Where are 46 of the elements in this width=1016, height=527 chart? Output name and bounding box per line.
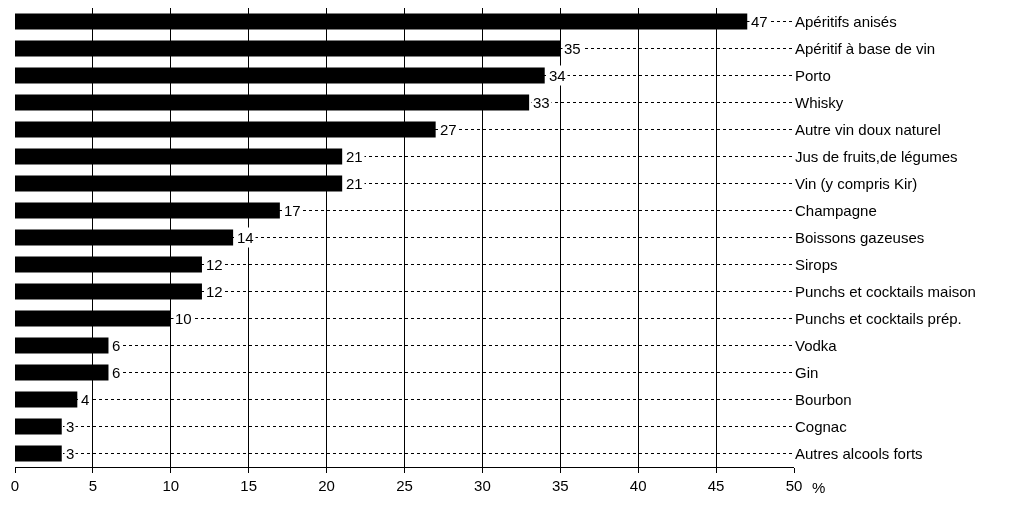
data-label: 27 [440,121,457,138]
y-tick-label: Autres alcools forts [795,444,923,462]
data-label: 47 [751,13,768,30]
data-label: 34 [549,67,566,84]
y-tick-label: Boissons gazeuses [795,228,925,246]
data-label: 33 [533,94,550,111]
x-tick-label: 30 [474,477,491,494]
x-tick-label: 40 [629,477,647,494]
x-tick-label: 50 [785,477,803,494]
data-label: 6 [112,337,121,354]
data-label: 12 [206,256,223,273]
data-label: 6 [112,364,121,381]
data-label: 3 [66,445,75,462]
x-tick-label: 5 [88,477,98,494]
data-label: 21 [346,175,363,192]
data-label: 12 [206,283,223,300]
y-tick-label: Punchs et cocktails prép. [795,309,962,327]
data-label: 17 [284,202,301,219]
y-tick-label: Punchs et cocktails maison [795,282,976,300]
x-tick-label: 35 [551,477,569,494]
x-tick-label: 0 [10,477,20,494]
data-label: 35 [564,40,581,57]
x-tick-label: 45 [707,477,725,494]
y-tick-label: Apéritifs anisés [795,12,897,30]
y-tick-label: Autre vin doux naturel [795,120,941,138]
x-tick-label: 25 [396,477,413,494]
data-label: 14 [237,229,254,246]
y-tick-label: Champagne [795,201,877,219]
data-label: 3 [66,418,75,435]
x-tick-label: 15 [240,477,258,494]
y-tick-label: Whisky [795,93,844,111]
y-tick-label: Cognac [795,417,848,435]
data-label: 21 [346,148,363,165]
data-label: 4 [81,391,90,408]
y-tick-label: Gin [795,363,819,381]
y-tick-label: Porto [795,66,831,84]
y-tick-label: Jus de fruits,de légumes [795,147,958,165]
y-tick-label: Apéritif à base de vin [795,39,936,57]
data-label: 10 [175,310,192,327]
y-tick-label: Vodka [795,336,838,354]
y-tick-label: Sirops [795,255,838,273]
x-tick-label: 20 [318,477,335,494]
x-axis-title: % [812,479,826,496]
y-tick-label: Vin (y compris Kir) [795,174,918,192]
x-tick-label: 10 [162,477,180,494]
y-tick-label: Bourbon [795,390,852,408]
